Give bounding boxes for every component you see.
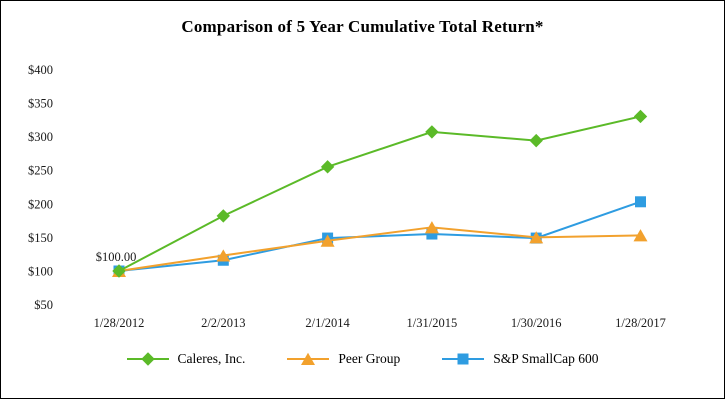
y-axis-tick-label: $200 xyxy=(28,197,53,211)
x-axis-tick-label: 1/31/2015 xyxy=(407,316,458,330)
square-marker-icon xyxy=(442,351,485,367)
data-point-peer-group xyxy=(216,249,231,262)
x-axis-tick-label: 2/2/2013 xyxy=(201,316,245,330)
data-point-peer-group xyxy=(424,221,439,234)
y-axis-tick-label: $100 xyxy=(28,265,53,279)
y-axis-tick-label: $50 xyxy=(34,298,53,312)
y-axis-tick-label: $350 xyxy=(28,97,53,111)
data-point-caleres-inc xyxy=(320,160,335,174)
legend-marker-glyph xyxy=(287,352,330,365)
legend-marker-glyph xyxy=(126,352,169,366)
legend-item-sp-smallcap-600: S&P SmallCap 600 xyxy=(442,351,598,367)
legend-marker-shape xyxy=(140,352,155,366)
data-point-peer-group xyxy=(529,231,544,244)
legend-label: S&P SmallCap 600 xyxy=(493,351,599,366)
legend-label: Caleres, Inc. xyxy=(177,351,246,366)
x-axis-tick-label: 2/1/2014 xyxy=(305,316,350,330)
legend-marker-shape xyxy=(301,352,316,365)
legend-item-peer-group: Peer Group xyxy=(287,351,400,367)
data-point-peer-group xyxy=(633,229,648,242)
legend-marker-glyph xyxy=(442,353,485,365)
y-axis-tick-label: $250 xyxy=(28,164,53,178)
data-point-caleres-inc xyxy=(216,209,230,223)
y-axis-tick-label: $150 xyxy=(28,231,53,245)
y-axis-tick-label: $300 xyxy=(28,130,53,144)
legend-label: Peer Group xyxy=(338,351,401,366)
series-line-s-p-smallcap-600 xyxy=(118,200,641,272)
data-point-caleres-inc xyxy=(425,125,439,139)
x-axis-tick-label: 1/28/2017 xyxy=(615,316,666,330)
series-line-peer-group xyxy=(118,226,641,272)
series-caleres-inc xyxy=(112,109,648,278)
data-point-peer-group xyxy=(320,234,335,247)
diamond-marker-icon xyxy=(126,351,169,367)
legend-item-caleres-inc: Caleres, Inc. xyxy=(126,351,246,367)
data-point-s-p-smallcap-600 xyxy=(426,228,438,240)
data-point-caleres-inc xyxy=(529,133,543,148)
data-point-s-p-smallcap-600 xyxy=(635,196,646,208)
triangle-marker-icon xyxy=(287,351,330,367)
chart-title: Comparison of 5 Year Cumulative Total Re… xyxy=(181,17,544,36)
data-point-caleres-inc xyxy=(112,264,126,278)
series-line-caleres-inc xyxy=(118,115,641,272)
legend-marker-shape xyxy=(457,353,469,365)
x-axis-tick-label: 1/28/2012 xyxy=(94,316,145,330)
data-point-caleres-inc xyxy=(633,109,648,124)
y-axis-tick-label: $400 xyxy=(28,63,53,77)
chart-legend: Caleres, Inc. Peer Group S&P SmallCap 60… xyxy=(1,351,724,367)
series-peer-group xyxy=(112,221,648,277)
x-axis-tick-label: 1/30/2016 xyxy=(511,316,562,330)
point-annotation: $100.00 xyxy=(96,250,137,264)
